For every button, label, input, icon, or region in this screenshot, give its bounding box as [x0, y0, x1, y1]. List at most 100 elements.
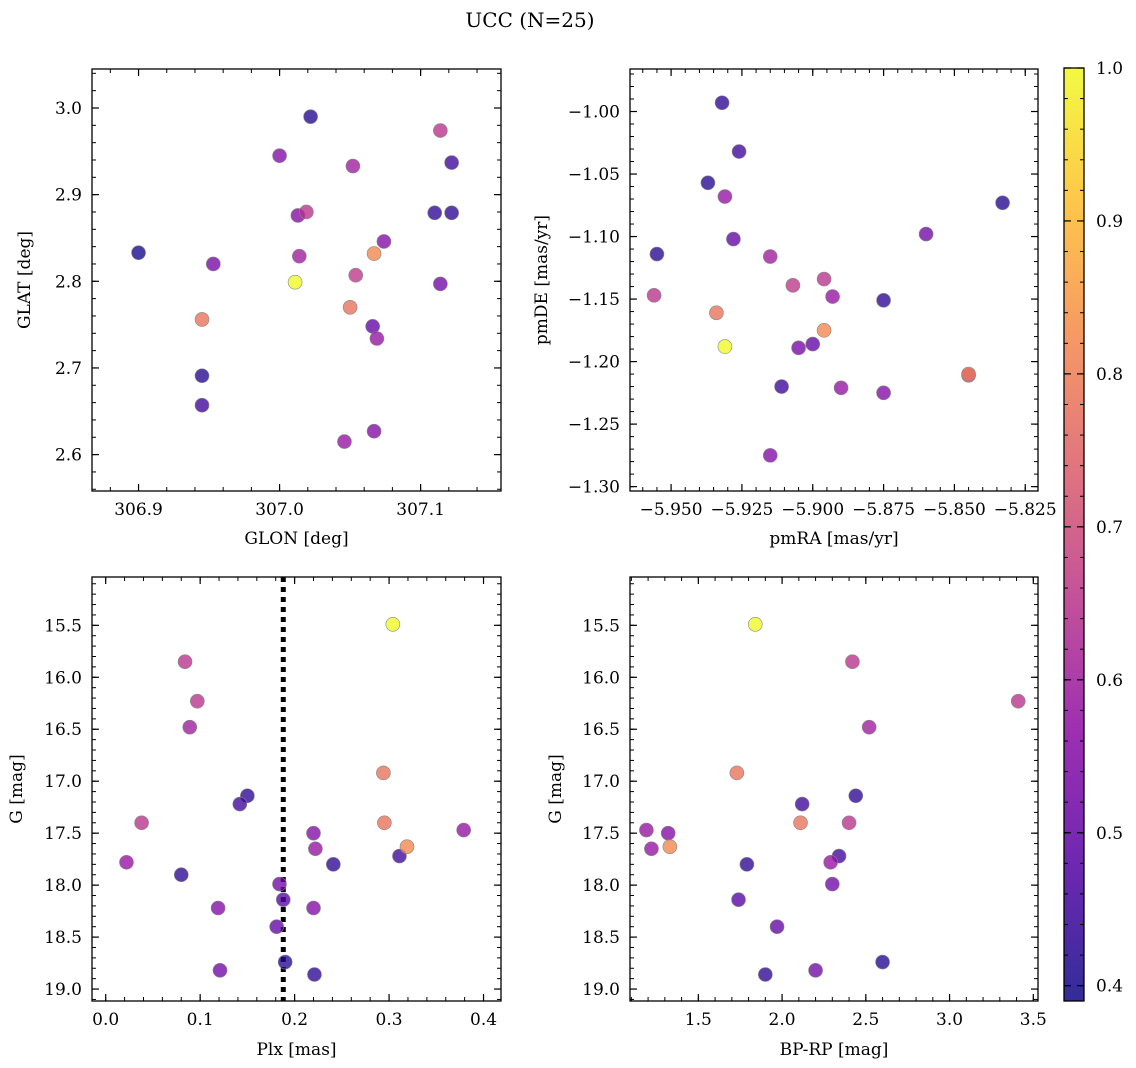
y-tick-label: 19.0	[44, 980, 82, 1000]
x-tick-label: 306.9	[114, 500, 163, 520]
panels: 306.9 307.0 307.1 2.6 2.7 2.8 2.9 3.0 GLON [deg]…	[7, 68, 1057, 1060]
x-tick-label: 0.3	[376, 1010, 403, 1030]
scatter-point	[182, 719, 198, 735]
scatter-point	[427, 205, 443, 221]
scatter-point	[194, 312, 210, 327]
x-tick-label: −5.925	[710, 500, 773, 520]
y-axis-label: GLAT [deg]	[15, 231, 35, 329]
scatter-point	[307, 967, 322, 982]
y-tick-label: 17.0	[582, 772, 620, 792]
y-tick-label: 2.8	[55, 272, 82, 292]
scatter-point	[794, 796, 810, 812]
x-tick-label: 0.4	[470, 1010, 497, 1030]
scatter-point	[639, 822, 654, 838]
scatter-point	[345, 158, 361, 174]
y-tick-label: 16.0	[582, 668, 620, 688]
plot-frame	[91, 576, 502, 1002]
x-tick-label: 0.0	[92, 1010, 119, 1030]
scatter-point	[876, 385, 891, 401]
y-tick-label: 15.5	[44, 616, 82, 636]
scatter-panel-3: 0.0 0.1 0.2 0.3 0.4 15.5 16.0 16.5 17.0 17.5 18.0 1…	[7, 576, 502, 1060]
scatter-point	[134, 815, 149, 831]
scatter-point	[326, 857, 341, 872]
scatter-point	[456, 822, 471, 838]
scatter-point	[660, 825, 676, 841]
plot-frame	[629, 576, 1039, 1002]
x-axis-label: GLON [deg]	[244, 529, 348, 549]
scatter-point	[791, 340, 806, 356]
y-tick-label: −1.10	[568, 228, 620, 248]
scatter-point	[210, 900, 226, 916]
scatter-point	[292, 248, 307, 264]
scatter-point	[212, 963, 228, 978]
x-axis-label: BP-RP [mag]	[780, 1040, 889, 1060]
colorbar-tick-label: 0.7	[1096, 518, 1123, 538]
scatter-point	[805, 336, 821, 352]
scatter-point	[376, 234, 392, 249]
scatter-point	[399, 839, 415, 854]
y-tick-label: −1.15	[568, 290, 620, 310]
scatter-point	[731, 892, 746, 907]
y-tick-label: 2.7	[55, 359, 82, 379]
colorbar: 0.4 0.5 0.6 0.7 0.8 0.9 1.0	[1063, 59, 1123, 1002]
scatter-point	[729, 765, 745, 781]
x-axis-label: pmRA [mas/yr]	[769, 529, 898, 549]
colorbar-frame	[1063, 67, 1085, 1002]
scatter-point	[272, 148, 287, 163]
scatter-point	[717, 189, 733, 204]
y-tick-label: 18.5	[44, 928, 82, 948]
scatter-point	[709, 305, 724, 321]
scatter-point	[308, 841, 323, 857]
x-tick-label: 307.1	[396, 500, 445, 520]
scatter-point	[808, 963, 823, 978]
x-tick-label: 2.0	[769, 1010, 796, 1030]
y-tick-label: −1.20	[568, 353, 620, 373]
y-tick-label: 16.0	[44, 668, 82, 688]
y-axis-label: G [mag]	[7, 754, 27, 823]
scatter-point	[1010, 693, 1026, 709]
y-tick-label: 17.5	[44, 824, 82, 844]
scatter-point	[337, 434, 352, 449]
scatter-point	[376, 765, 391, 781]
scatter-point	[833, 380, 849, 396]
scatter-panel-2: −5.950 −5.925 −5.900 −5.875 −5.850 −5.825 −1.3…	[532, 68, 1057, 549]
scatter-point	[758, 967, 773, 982]
scatter-point	[774, 379, 789, 394]
scatter-point	[726, 231, 741, 247]
scatter-point	[762, 249, 778, 264]
colorbar-tick-label: 0.8	[1096, 365, 1123, 385]
x-tick-label: −5.825	[994, 500, 1057, 520]
scatter-point	[342, 299, 358, 315]
scatter-point	[785, 278, 801, 293]
y-tick-label: 3.0	[55, 99, 82, 119]
scatter-point	[377, 815, 392, 831]
y-tick-label: 18.5	[582, 928, 620, 948]
scatter-point	[299, 204, 314, 220]
scatter-point	[823, 854, 838, 870]
scatter-point	[793, 815, 808, 831]
scatter-point	[995, 195, 1010, 211]
scatter-point	[433, 276, 448, 292]
scatter-point	[816, 323, 832, 338]
scatter-point	[700, 175, 716, 191]
y-tick-label: −1.05	[568, 165, 620, 185]
scatter-point	[649, 246, 665, 262]
scatter-point	[875, 954, 890, 970]
y-axis-label: pmDE [mas/yr]	[532, 215, 552, 345]
scatter-point	[747, 616, 763, 632]
figure-title: UCC (N=25)	[465, 8, 594, 32]
y-tick-label: −1.25	[568, 415, 620, 435]
colorbar-tick-label: 0.5	[1096, 824, 1123, 844]
y-axis-label: G [mag]	[546, 754, 566, 823]
colorbar-tick-label: 0.4	[1096, 977, 1123, 997]
y-tick-label: 18.0	[582, 876, 620, 896]
y-tick-label: 17.0	[44, 772, 82, 792]
y-tick-label: 16.5	[582, 720, 620, 740]
x-tick-label: 2.5	[852, 1010, 879, 1030]
scatter-point	[232, 796, 248, 812]
y-tick-label: 17.5	[582, 824, 620, 844]
scatter-point	[366, 423, 382, 439]
scatter-point	[205, 256, 221, 272]
scatter-point	[190, 693, 205, 709]
